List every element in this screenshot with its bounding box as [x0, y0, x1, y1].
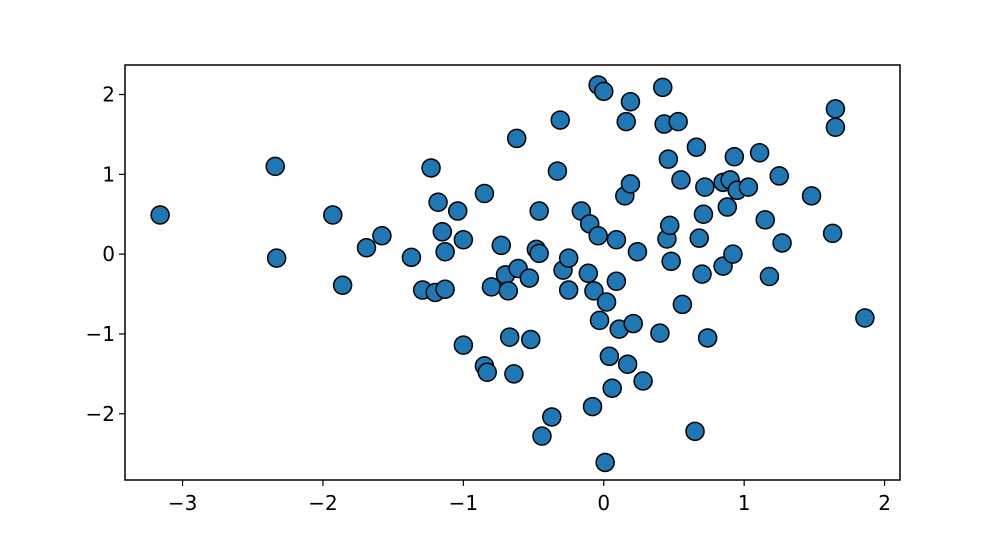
point	[825, 99, 846, 119]
point	[401, 247, 422, 268]
point	[447, 201, 468, 221]
point	[596, 292, 617, 312]
point	[435, 242, 455, 262]
point	[650, 323, 670, 343]
point	[582, 396, 603, 417]
y-tick-label: −1	[86, 322, 115, 346]
point	[671, 170, 691, 190]
point	[421, 158, 441, 178]
point	[695, 177, 715, 197]
point	[356, 238, 377, 258]
point	[620, 174, 641, 194]
x-tick-label: −1	[449, 491, 478, 515]
point	[547, 161, 568, 181]
point	[693, 204, 714, 224]
point	[504, 364, 524, 384]
point	[686, 137, 707, 157]
point	[723, 244, 743, 264]
point	[491, 235, 512, 256]
point	[659, 215, 680, 236]
point	[801, 186, 822, 206]
x-tick-label: 1	[738, 491, 751, 515]
point	[759, 266, 780, 287]
point	[685, 421, 705, 442]
point	[627, 242, 648, 262]
point	[477, 362, 497, 383]
point	[578, 263, 599, 284]
plot-frame	[124, 64, 901, 481]
point	[772, 233, 792, 253]
point	[769, 166, 790, 186]
point	[599, 346, 620, 367]
point	[623, 313, 643, 334]
point	[529, 201, 549, 221]
x-tick-label: −3	[168, 491, 197, 515]
x-tick-label: 2	[878, 491, 891, 515]
point	[519, 268, 540, 288]
point	[661, 251, 681, 272]
y-tick-label: 2	[102, 83, 115, 107]
point	[672, 294, 693, 315]
point	[265, 156, 285, 177]
point	[529, 243, 549, 264]
point	[602, 378, 622, 398]
point	[558, 280, 579, 300]
point	[589, 310, 610, 331]
point	[689, 228, 709, 248]
point	[749, 143, 770, 163]
point	[855, 308, 875, 328]
point	[692, 264, 712, 284]
point	[822, 223, 843, 244]
point	[435, 279, 455, 300]
point	[532, 426, 552, 446]
x-tick-label: −2	[308, 491, 337, 515]
point	[453, 230, 474, 250]
point	[616, 111, 636, 132]
point	[542, 407, 562, 427]
point	[372, 226, 392, 246]
point	[738, 177, 759, 197]
point	[594, 81, 614, 102]
point	[633, 371, 653, 391]
point	[717, 197, 738, 217]
point	[755, 210, 775, 230]
point	[498, 281, 519, 301]
point	[724, 147, 745, 167]
y-tick-label: −2	[86, 402, 115, 426]
point	[332, 275, 353, 296]
point	[606, 271, 627, 292]
point	[620, 91, 641, 112]
point	[588, 226, 608, 246]
point	[668, 111, 688, 132]
point	[474, 183, 495, 204]
point	[521, 329, 541, 350]
point	[432, 222, 453, 242]
point	[150, 205, 170, 225]
y-tick-label: 0	[102, 242, 115, 266]
point	[499, 327, 520, 347]
point	[595, 452, 615, 473]
point	[323, 205, 343, 225]
x-tick-label: 0	[597, 491, 610, 515]
point	[558, 248, 579, 268]
point	[550, 110, 570, 130]
point	[658, 149, 679, 169]
point	[617, 354, 638, 375]
point	[606, 230, 627, 250]
point	[453, 335, 474, 355]
y-tick-label: 1	[102, 162, 115, 186]
point	[428, 192, 448, 213]
point	[697, 328, 718, 348]
point	[506, 128, 527, 149]
point	[584, 281, 604, 301]
point	[266, 248, 287, 268]
point	[652, 77, 673, 98]
point	[825, 117, 846, 137]
